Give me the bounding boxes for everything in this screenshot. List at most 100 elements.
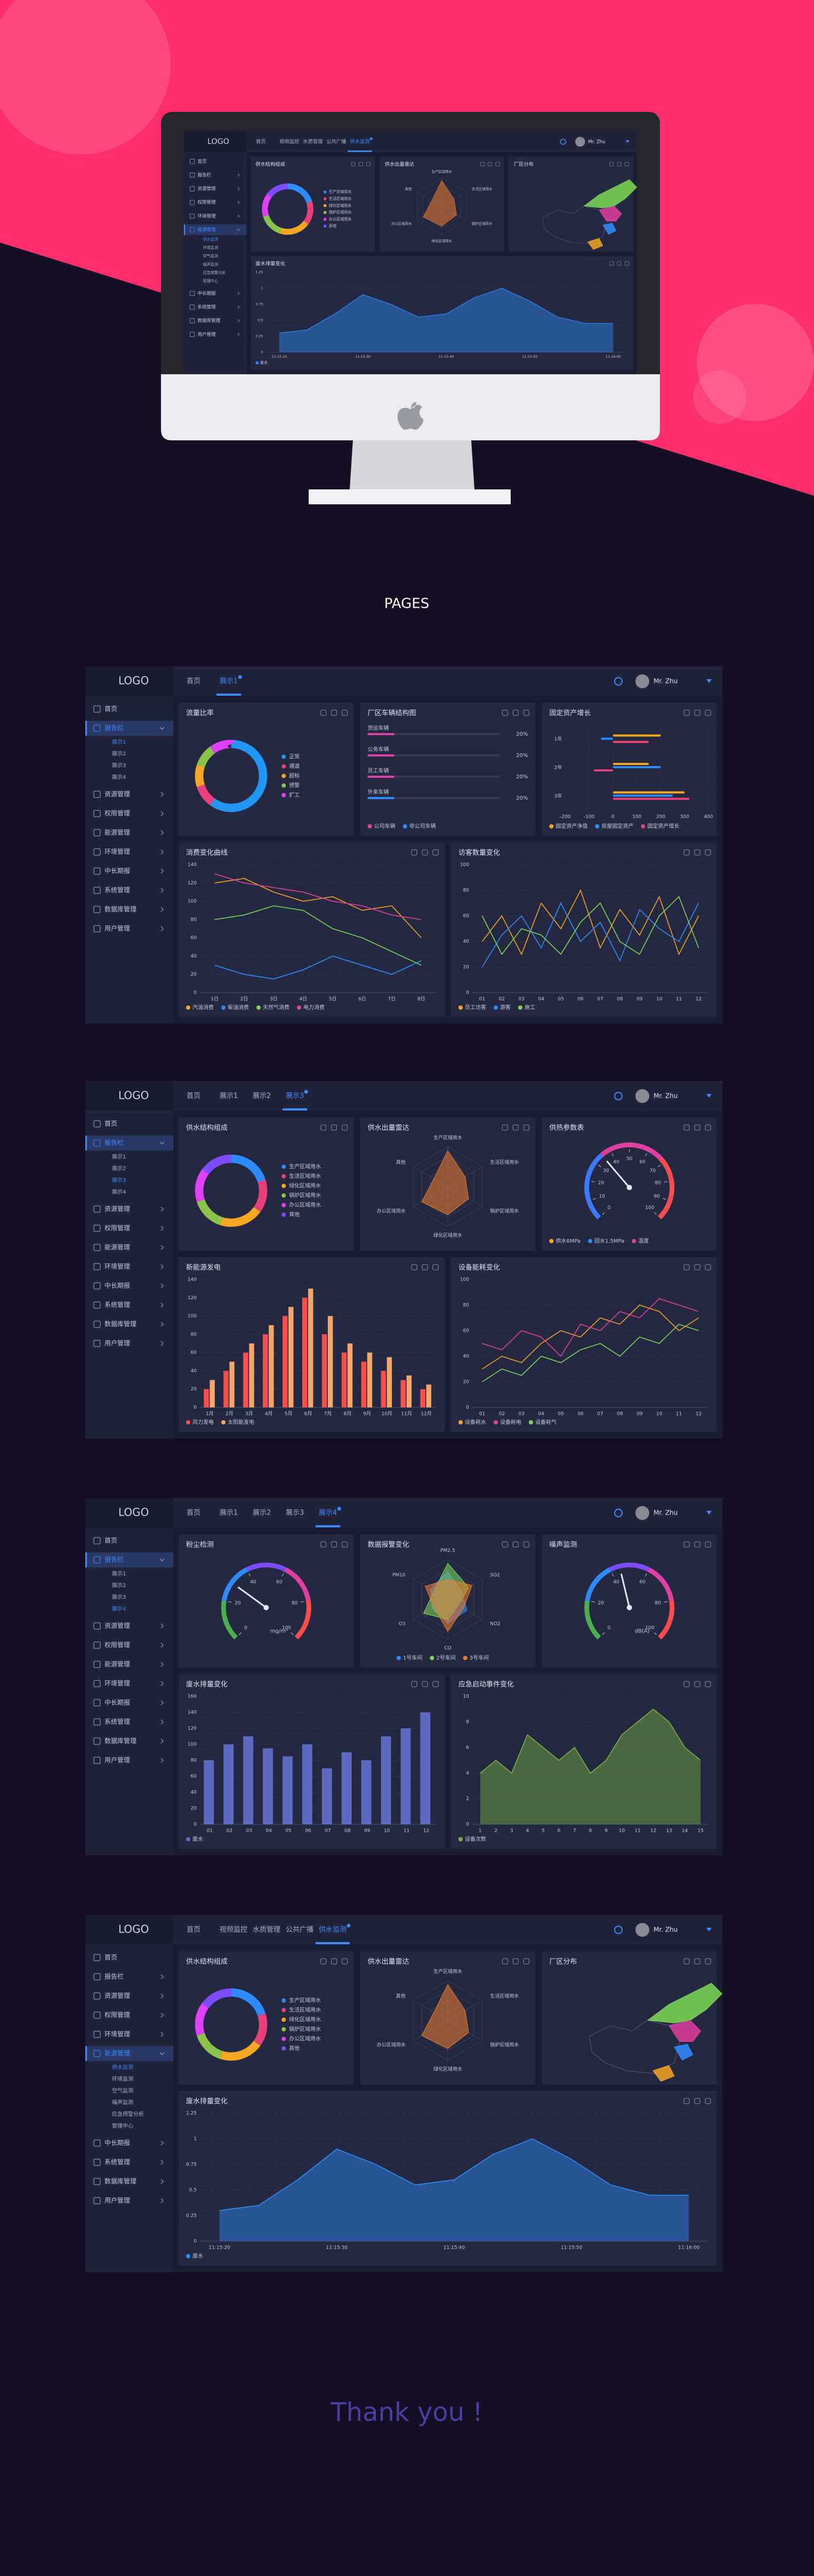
bar: [426, 1384, 431, 1407]
x-tick-label: 5日: [329, 996, 337, 1002]
x-tick-label: 12: [650, 1829, 656, 1834]
menu-item: 权限管理: [104, 2011, 130, 2019]
menu-active: [85, 1136, 173, 1150]
legend-label: 废水: [192, 2252, 203, 2259]
menu-item: 环境管理: [104, 1679, 130, 1687]
donut-segment: [195, 739, 268, 812]
header: [85, 666, 722, 696]
menu-icon: [93, 2159, 101, 2166]
menu-chevron: [160, 2012, 164, 2018]
menu-icon: [93, 887, 101, 894]
menu-item: 系统管理: [104, 886, 130, 894]
menu-item: 报告栏: [104, 1973, 124, 1981]
y-tick-label: 120: [188, 1726, 197, 1732]
x-tick-label: 07: [325, 1829, 331, 1834]
radar-label: PM10: [392, 1573, 406, 1578]
x-tick-label: 02: [499, 997, 505, 1002]
nav-tab: 展示4: [319, 1509, 337, 1517]
legend-label: 生产区域用水: [329, 189, 352, 194]
gauge-tick-label: 80: [292, 1601, 298, 1606]
y-tick-label: 1.25: [186, 2111, 197, 2116]
tab-badge: [337, 1507, 341, 1511]
legend-label: 绿化区域用水: [289, 2016, 321, 2023]
radar-label: CO: [444, 1646, 451, 1651]
line: [482, 1298, 699, 1357]
bar: [223, 1371, 229, 1407]
menu-chevron: [160, 1302, 164, 1308]
x-tick-label: 7日: [388, 996, 396, 1002]
y-tick-label: 0.25: [186, 2213, 197, 2219]
panel-title: 粉尘检测: [186, 1541, 214, 1549]
x-tick-label: 15: [698, 1829, 704, 1834]
tool-icon: [411, 1681, 417, 1687]
legend-swatch: [256, 1005, 261, 1010]
gauge-tick: [611, 1573, 614, 1576]
gauge-arc: [261, 1563, 267, 1568]
gauge-tick: [611, 1153, 614, 1156]
tool-icon: [705, 1541, 711, 1548]
gauge-arc: [255, 1563, 262, 1569]
bar: [361, 1760, 372, 1824]
dropdown: [706, 1094, 712, 1098]
tool-icon: [683, 1541, 690, 1548]
y-tick-label: 80: [463, 1303, 470, 1308]
logo: LOGO: [207, 138, 229, 146]
menu-item: 中长期报: [198, 291, 216, 296]
bar: [347, 1343, 353, 1407]
gauge-tick-label: 50: [626, 1156, 633, 1162]
nav-tab: 展示2: [253, 1092, 271, 1100]
bar: [601, 737, 613, 740]
tool-icon: [683, 1958, 690, 1965]
legend-swatch: [323, 190, 327, 194]
y-tick-label: 60: [463, 1329, 470, 1334]
value-label: 20%: [516, 731, 528, 737]
legend-label: 生活区域用水: [289, 1173, 321, 1180]
gauge-arc: [304, 1595, 311, 1601]
panel: [509, 157, 633, 252]
gauge-arc: [590, 1161, 597, 1168]
logo-area: [85, 1915, 173, 1944]
y-tick-label: 120: [188, 881, 197, 886]
gauge-tick: [645, 1573, 647, 1576]
legend-label: 员工访客: [465, 1004, 486, 1011]
menu-item: 环境管理: [104, 848, 130, 856]
gauge-arc: [614, 1564, 620, 1570]
gauge-tick: [602, 1212, 605, 1215]
tool-icon: [502, 1958, 508, 1965]
legend-swatch: [281, 1193, 286, 1198]
tool-icon: [432, 849, 439, 856]
bar: [283, 1756, 293, 1824]
gauge-tick-label: 60: [639, 1580, 646, 1585]
radar-label: 锅炉区域用水: [490, 2041, 519, 2048]
panel-title: 供水结构组成: [186, 1958, 228, 1966]
menu-icon: [93, 2031, 101, 2038]
gauge-arc: [666, 1590, 673, 1597]
panel-title: 固定资产增长: [549, 710, 591, 718]
gauge-tick-label: 0: [608, 1625, 611, 1631]
tool-icon: [512, 1124, 519, 1131]
panel-title: 消费变化曲线: [186, 849, 228, 857]
area-fill: [480, 1709, 701, 1824]
tool-icon: [705, 1958, 711, 1965]
y-tick-label: 20: [463, 965, 470, 970]
gauge-arc: [586, 1170, 592, 1177]
bar: [612, 791, 685, 794]
menu-item: 用户管理: [104, 924, 130, 932]
gauge-tick: [591, 1181, 595, 1182]
legend-label: 太阳能发电: [228, 1419, 254, 1426]
nav-tab: 展示1: [220, 1092, 238, 1100]
menu-item: 首页: [104, 1537, 117, 1544]
menu-active-bar: [85, 2046, 87, 2061]
gauge-arc: [614, 1144, 620, 1150]
y-tick-label: 3年: [554, 793, 562, 799]
menu-item: 数据库管理: [198, 318, 221, 324]
menu-chevron: [160, 2032, 164, 2037]
radar-label: 锅炉区域用水: [472, 221, 493, 226]
x-tick-label: 11: [676, 1412, 682, 1417]
legend-label: 柴油消费: [228, 1004, 249, 1011]
bar: [269, 1325, 274, 1407]
legend-label: 非公司车辆: [409, 823, 436, 830]
gauge-tick: [657, 1164, 661, 1168]
panel-title: 噪声监测: [549, 1541, 577, 1549]
menu-chevron: [160, 1974, 164, 1979]
